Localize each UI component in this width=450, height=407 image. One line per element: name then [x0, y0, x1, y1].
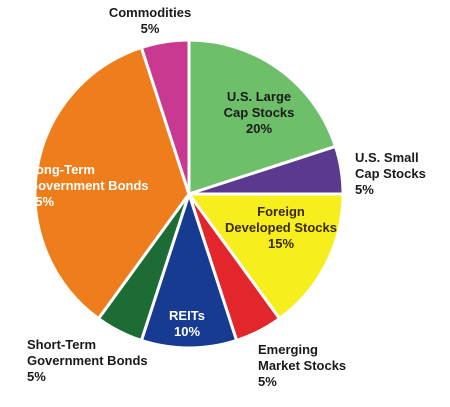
slice-percent-label: 20% [246, 121, 272, 136]
slice-percent-label: 5% [258, 374, 277, 389]
slice-label: Emerging Market Stocks 5% [258, 342, 346, 389]
slice-name-label: Short-Term [27, 337, 96, 352]
pie-slice [187, 38, 337, 196]
slice-label: U.S. Large Cap Stocks 20% [224, 89, 295, 136]
slice-percent-label: 5% [27, 369, 46, 384]
slice-name-label: Government Bonds [28, 178, 149, 193]
slice-label: Commodities 5% [109, 5, 191, 36]
slice-name-label: Emerging [258, 342, 318, 357]
slice-percent-label: 10% [174, 324, 200, 339]
pie-slice [139, 38, 191, 196]
slice-name-label: U.S. Large [227, 89, 291, 104]
pie-slice [139, 192, 239, 350]
slice-percent-label: 35% [28, 194, 54, 209]
pie-slice [33, 46, 191, 321]
slice-name-label: REITs [169, 308, 205, 323]
slice-label: U.S. Small Cap Stocks 5% [355, 150, 426, 197]
pie-slices [33, 38, 345, 350]
slice-percent-label: 5% [355, 182, 374, 197]
slice-name-label: U.S. Small [355, 150, 419, 165]
slice-label: Long-Term Government Bonds 35% [28, 162, 149, 209]
slice-percent-label: 15% [268, 236, 294, 251]
slice-name-label: Long-Term [28, 162, 95, 177]
slice-label: Foreign Developed Stocks 15% [225, 204, 337, 251]
slice-label: REITs 10% [169, 308, 205, 339]
slice-name-label: Market Stocks [258, 358, 346, 373]
pie-slice [187, 192, 345, 321]
slice-name-label: Developed Stocks [225, 220, 337, 235]
slice-name-label: Foreign [257, 204, 305, 219]
slice-name-label: Government Bonds [27, 353, 148, 368]
slice-percent-label: 5% [141, 21, 160, 36]
slice-name-label: Cap Stocks [224, 105, 295, 120]
slice-name-label: Cap Stocks [355, 166, 426, 181]
pie-labels: U.S. Large Cap Stocks 20%U.S. Small Cap Sto… [27, 5, 426, 389]
slice-name-label: Commodities [109, 5, 191, 20]
slice-label: Short-Term Government Bonds 5% [27, 337, 148, 384]
